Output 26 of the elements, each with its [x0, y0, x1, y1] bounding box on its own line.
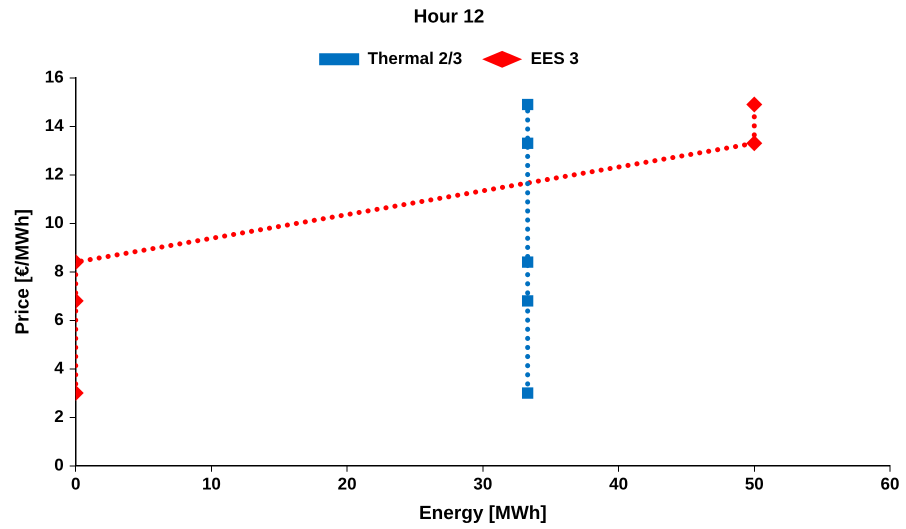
x-tick-label: 40: [609, 474, 628, 494]
x-tick-label: 20: [338, 474, 357, 494]
x-tick-label: 50: [744, 474, 764, 494]
point: [522, 138, 534, 149]
legend-label: Thermal 2/3: [368, 48, 462, 68]
point: [522, 295, 534, 307]
y-tick-label: 14: [44, 116, 64, 135]
x-axis-title: Energy [MWh]: [418, 502, 547, 524]
legend-label: EES 3: [530, 48, 579, 68]
y-tick-label: 4: [54, 358, 64, 378]
y-tick-label: 2: [54, 406, 64, 426]
point: [522, 98, 534, 110]
y-tick-label: 8: [54, 261, 64, 280]
point: [522, 256, 534, 268]
x-tick-label: 60: [880, 474, 900, 494]
y-tick-label: 12: [44, 164, 64, 184]
y-tick-label: 0: [54, 455, 64, 474]
point: [522, 387, 534, 399]
x-tick-label: 30: [473, 474, 492, 494]
y-axis-title: Price [€/MWh]: [12, 208, 34, 335]
x-tick-label: 0: [70, 474, 80, 494]
x-tick-label: 10: [202, 474, 221, 494]
y-tick-label: 16: [44, 67, 64, 86]
y-tick-label: 10: [44, 212, 64, 232]
chart-title: Hour 12: [414, 6, 484, 28]
y-tick-label: 6: [54, 310, 64, 329]
